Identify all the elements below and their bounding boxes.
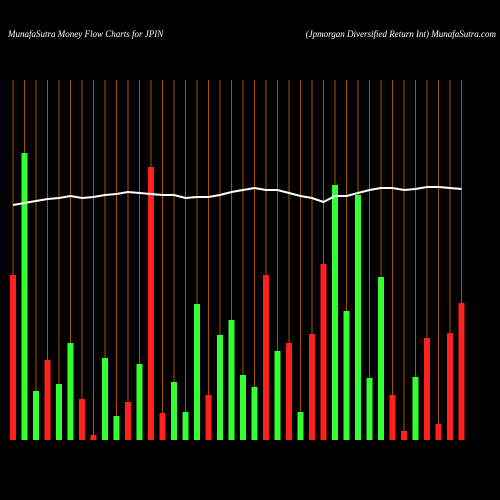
- bar: [182, 412, 189, 440]
- bar: [205, 395, 212, 440]
- bar: [159, 413, 166, 440]
- bar: [412, 377, 419, 440]
- bar: [10, 275, 16, 440]
- bar: [297, 412, 304, 440]
- bar: [309, 334, 315, 440]
- bar: [240, 375, 246, 440]
- bar: [67, 343, 74, 440]
- bar: [79, 399, 85, 440]
- bar: [217, 335, 223, 440]
- bar: [136, 364, 143, 440]
- bar: [424, 338, 430, 440]
- bar: [435, 424, 442, 440]
- bar: [56, 384, 62, 440]
- bar: [171, 382, 177, 440]
- bar: [125, 402, 131, 440]
- bar: [401, 431, 407, 440]
- chart-subtitle: (Jpmorgan Diversified Return Int) Munafa…: [306, 29, 497, 39]
- bar: [21, 153, 28, 440]
- bar: [44, 360, 51, 440]
- bar: [113, 416, 120, 440]
- bar: [228, 320, 235, 440]
- bar: [263, 275, 269, 440]
- bar: [332, 185, 338, 440]
- chart-title: MunafaSutra Money Flow Charts for JPIN: [7, 29, 164, 39]
- bar: [378, 277, 384, 440]
- bar: [355, 195, 361, 440]
- bar: [33, 391, 39, 440]
- bar: [389, 395, 396, 440]
- bar: [458, 303, 465, 440]
- bar: [102, 358, 108, 440]
- bar: [286, 343, 292, 440]
- bar: [366, 378, 373, 440]
- bar: [274, 351, 281, 440]
- bar: [251, 387, 258, 440]
- money-flow-line: [12, 186, 462, 206]
- bar: [447, 333, 453, 440]
- bar: [90, 435, 97, 440]
- bar: [194, 304, 200, 440]
- bar: [148, 167, 154, 440]
- bar: [343, 311, 350, 440]
- bar: [320, 264, 327, 440]
